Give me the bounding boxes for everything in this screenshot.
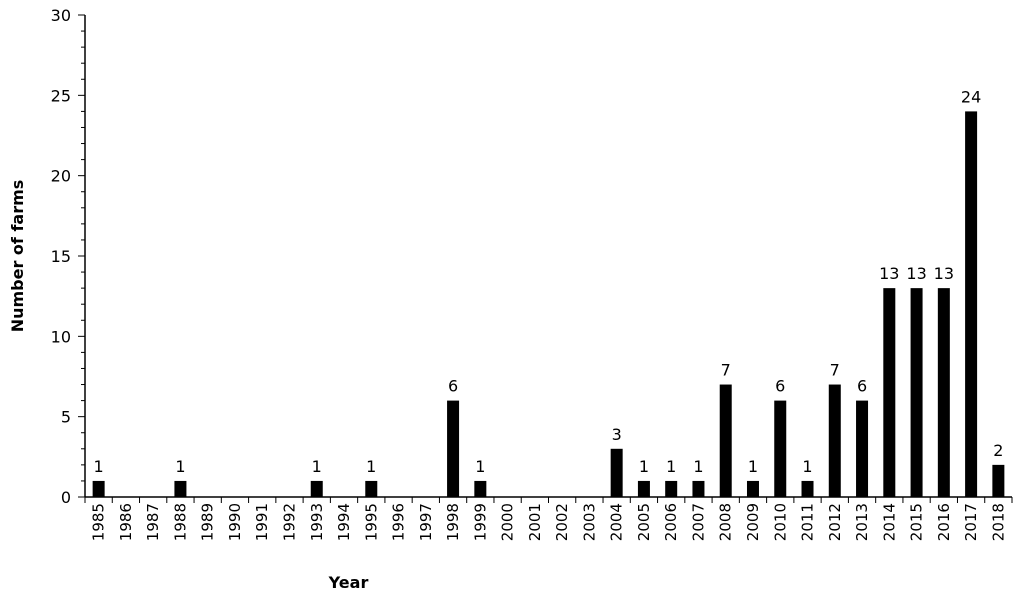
- x-tick-label: 2016: [935, 503, 953, 541]
- x-tick-label: 2000: [499, 503, 517, 541]
- y-tick-label: 10: [51, 327, 71, 346]
- x-tick-label: 2011: [799, 503, 817, 541]
- data-label-2004: 3: [612, 425, 622, 444]
- y-axis: 0 5 10 15 20 25 30 Number of farms: [8, 6, 86, 507]
- data-label-2015: 13: [906, 264, 926, 283]
- bar-2009: [746, 480, 759, 497]
- data-label-2011: 1: [802, 457, 812, 476]
- x-tick-label: 2018: [989, 503, 1007, 541]
- x-tick-label: 2017: [962, 503, 980, 541]
- y-tick-label: 20: [51, 167, 71, 186]
- bar-2013: [856, 400, 869, 497]
- data-label-2008: 7: [721, 361, 731, 380]
- x-tick-label: 2013: [853, 503, 871, 541]
- bar-1993: [310, 480, 323, 497]
- x-tick-label: 1987: [144, 503, 162, 541]
- x-tick-label: 2007: [689, 503, 707, 541]
- x-tick-label: 2009: [744, 503, 762, 541]
- bar-2006: [665, 480, 678, 497]
- data-label-1985: 1: [94, 457, 104, 476]
- y-axis-title: Number of farms: [8, 180, 27, 333]
- data-label-1999: 1: [475, 457, 485, 476]
- x-tick-label: 2015: [908, 503, 926, 541]
- bar-2016: [937, 288, 950, 497]
- x-tick-label: 1992: [280, 503, 298, 541]
- bar-1999: [474, 480, 487, 497]
- x-axis: 1985 1986 1987 1988 1989 1990 1991 1992 1993 1994…: [84, 496, 1013, 592]
- bar-1995: [365, 480, 378, 497]
- bar-2012: [828, 384, 841, 497]
- data-label-2017: 24: [961, 87, 981, 106]
- x-tick-label: 1988: [171, 503, 189, 541]
- x-tick-label: 2005: [635, 503, 653, 541]
- data-label-2013: 6: [857, 377, 867, 396]
- data-label-2014: 13: [879, 264, 899, 283]
- x-tick-label: 1995: [362, 503, 380, 541]
- bar-2010: [774, 400, 787, 497]
- x-tick-label: 2002: [553, 503, 571, 541]
- bar-2004: [610, 448, 623, 497]
- x-tick-label: 1993: [308, 503, 326, 541]
- x-tick-label: 1986: [117, 503, 135, 541]
- x-tick-label: 1999: [471, 503, 489, 541]
- data-label-2012: 7: [830, 361, 840, 380]
- bar-2011: [801, 480, 814, 497]
- x-tick-label: 2004: [608, 503, 626, 541]
- x-tick-label: 1991: [253, 503, 271, 541]
- x-ticks: 1985 1986 1987 1988 1989 1990 1991 1992 1993 1994…: [84, 497, 1013, 541]
- bar-2007: [692, 480, 705, 497]
- x-tick-label: 1998: [444, 503, 462, 541]
- x-tick-label: 2006: [662, 503, 680, 541]
- x-tick-label: 2001: [526, 503, 544, 541]
- y-tick-label: 5: [61, 408, 71, 427]
- bar-1988: [174, 480, 187, 497]
- data-label-1998: 6: [448, 377, 458, 396]
- bar-2014: [883, 288, 896, 497]
- data-label-2006: 1: [666, 457, 676, 476]
- x-tick-label: 1990: [226, 503, 244, 541]
- y-tick-label: 30: [51, 6, 71, 25]
- bar-1985: [92, 480, 105, 497]
- bar-2017: [965, 111, 978, 498]
- data-label-2016: 13: [934, 264, 954, 283]
- y-tick-label: 0: [61, 488, 71, 507]
- x-tick-label: 1985: [90, 503, 108, 541]
- x-tick-label: 2008: [717, 503, 735, 541]
- bars: [92, 111, 1005, 498]
- x-tick-label: 2010: [771, 503, 789, 541]
- bar-2018: [992, 464, 1005, 497]
- y-tick-label: 25: [51, 86, 71, 105]
- y-tick-label: 15: [51, 247, 71, 266]
- data-label-1988: 1: [175, 457, 185, 476]
- x-tick-label: 1996: [390, 503, 408, 541]
- data-label-2009: 1: [748, 457, 758, 476]
- y-ticks: 0 5 10 15 20 25 30: [51, 6, 85, 507]
- x-tick-label: 1994: [335, 503, 353, 541]
- data-label-2007: 1: [693, 457, 703, 476]
- x-tick-label: 2014: [880, 503, 898, 541]
- bar-1998: [447, 400, 460, 497]
- x-tick-label: 1989: [199, 503, 217, 541]
- bar-2005: [637, 480, 650, 497]
- data-label-2005: 1: [639, 457, 649, 476]
- data-label-2018: 2: [993, 441, 1003, 460]
- x-tick-label: 2012: [826, 503, 844, 541]
- bar-2015: [910, 288, 923, 497]
- x-tick-label: 1997: [417, 503, 435, 541]
- bar-2008: [719, 384, 732, 497]
- data-label-1995: 1: [366, 457, 376, 476]
- data-label-2010: 6: [775, 377, 785, 396]
- data-label-1993: 1: [312, 457, 322, 476]
- x-axis-title: Year: [328, 573, 369, 592]
- x-tick-label: 2003: [580, 503, 598, 541]
